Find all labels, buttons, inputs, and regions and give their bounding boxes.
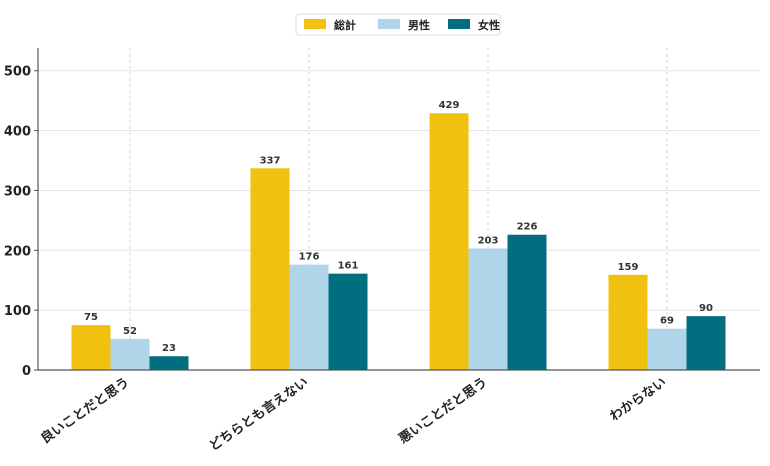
data-label: 52 [123, 326, 137, 337]
y-tick-label: 300 [4, 184, 31, 199]
x-tick-label: 良いことだと思う [38, 374, 132, 447]
bar [289, 264, 329, 370]
data-label: 90 [699, 303, 713, 314]
x-tick-label: どちらとも言えない [206, 374, 311, 454]
y-tick-label: 400 [4, 125, 31, 140]
bar [507, 234, 547, 370]
x-tick-label: 悪いことだと思う [396, 375, 490, 447]
y-tick-label: 0 [22, 364, 31, 379]
legend-label: 男性 [408, 18, 430, 32]
data-label: 75 [84, 312, 98, 323]
bar [328, 273, 368, 370]
bar [647, 328, 687, 370]
data-label: 429 [439, 100, 460, 111]
y-tick-label: 200 [4, 244, 31, 259]
bar [149, 356, 189, 370]
data-label: 337 [260, 155, 281, 166]
legend-label: 総計 [334, 18, 356, 32]
x-tick-label: わからない [607, 375, 669, 425]
data-label: 159 [618, 262, 639, 273]
data-label: 69 [660, 316, 674, 327]
bar [110, 338, 150, 370]
data-label: 23 [162, 343, 176, 354]
legend-swatch [304, 19, 326, 29]
legend-swatch [378, 19, 400, 29]
bar [686, 316, 726, 370]
legend-swatch [448, 19, 470, 29]
bar [71, 325, 111, 370]
y-tick-label: 100 [4, 304, 31, 319]
data-label: 203 [478, 236, 499, 247]
bar [468, 248, 508, 370]
legend: 総計 男性 女性 [295, 13, 501, 36]
data-label: 176 [299, 252, 320, 263]
data-label: 161 [338, 261, 359, 272]
legend-label: 女性 [478, 18, 500, 32]
bar [608, 274, 648, 370]
bar [429, 113, 469, 370]
y-tick-label: 500 [4, 65, 31, 80]
data-label: 226 [517, 222, 538, 233]
bar [250, 168, 290, 370]
